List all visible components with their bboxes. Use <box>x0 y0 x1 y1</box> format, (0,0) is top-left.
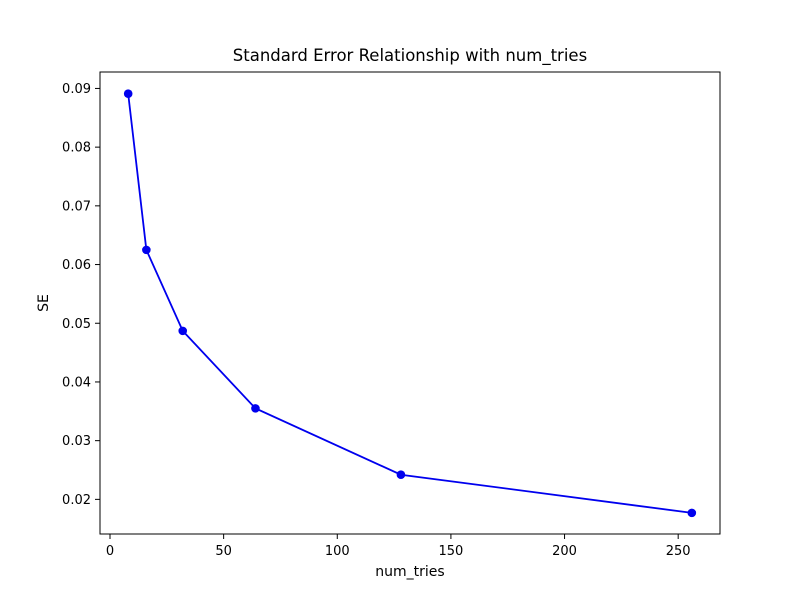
data-line <box>127 93 692 514</box>
data-point-marker <box>142 245 151 255</box>
y-tick-label: 0.07 <box>62 199 91 214</box>
y-tick-label: 0.05 <box>62 317 91 332</box>
data-point-marker <box>396 470 406 480</box>
chart-title: Standard Error Relationship with num_tri… <box>233 46 587 66</box>
data-point-marker <box>251 404 260 413</box>
plot-border <box>99 71 721 535</box>
y-axis-label: SE <box>36 294 52 312</box>
y-tick-label: 0.08 <box>62 141 91 156</box>
y-tick-label: 0.03 <box>62 434 91 449</box>
x-tick-label: 250 <box>666 544 691 559</box>
x-tick-label: 200 <box>552 544 577 559</box>
data-point-marker <box>687 508 697 518</box>
x-axis-label: num_tries <box>375 564 444 580</box>
x-tick-label: 0 <box>106 544 114 559</box>
x-tick-label: 150 <box>438 544 463 559</box>
data-point-marker <box>123 89 133 99</box>
y-tick-label: 0.06 <box>62 258 91 273</box>
y-tick-label: 0.09 <box>62 82 91 97</box>
data-point-marker <box>178 326 188 336</box>
chart-dynamic-layer: 0 50 100 150 200 250 0.02 0.03 0.04 0.05 0.06 0.07 0… <box>62 82 697 559</box>
x-tick-label: 50 <box>215 544 232 559</box>
x-tick-label: 100 <box>325 544 350 559</box>
y-tick-label: 0.04 <box>62 375 91 390</box>
y-tick-label: 0.02 <box>62 493 91 508</box>
